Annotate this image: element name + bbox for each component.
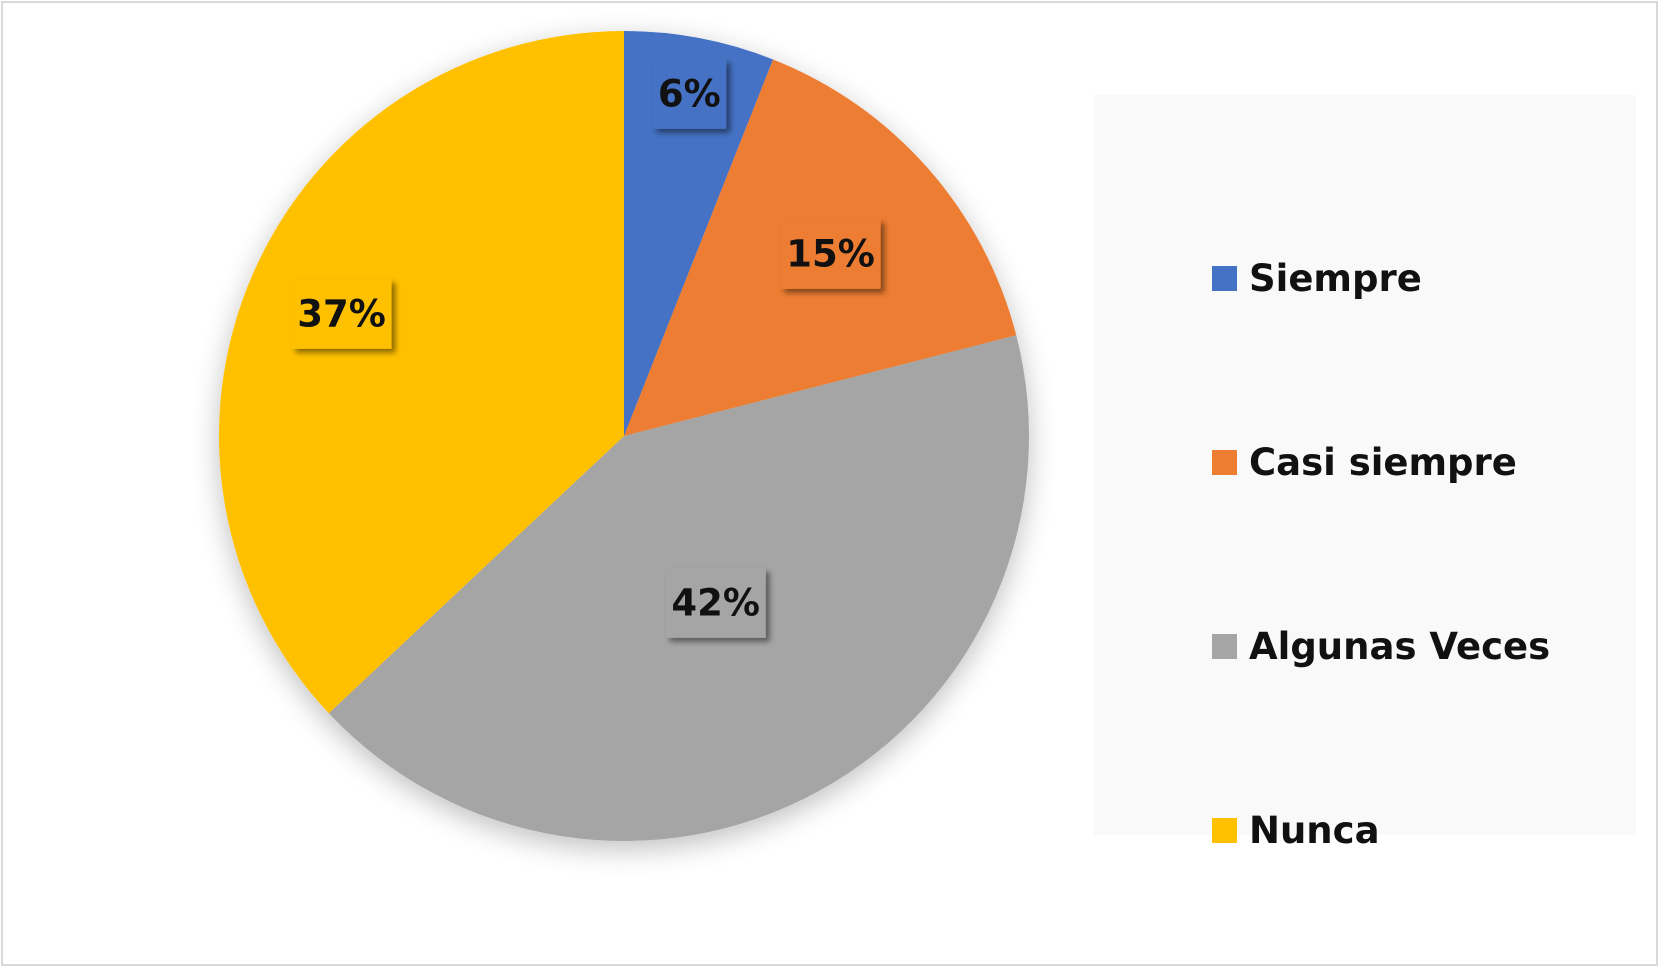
legend-swatch — [1212, 265, 1237, 291]
pie-data-labels: 6% 15% 42% 37% — [291, 58, 881, 638]
legend-swatch — [1212, 817, 1237, 843]
legend-label: Casi siempre — [1249, 440, 1517, 484]
data-label-nunca: 37% — [291, 278, 392, 349]
legend: Siempre Casi siempre Algunas Veces Nunca — [1094, 95, 1636, 852]
legend-swatch — [1212, 633, 1237, 659]
data-label-box — [665, 567, 766, 638]
data-label-text: 42% — [671, 581, 760, 624]
legend-label: Siempre — [1249, 256, 1422, 300]
data-label-box — [652, 58, 727, 129]
data-label-box — [291, 278, 392, 349]
pie-chart: 6% 15% 42% 37% — [219, 31, 1030, 842]
data-label-text: 15% — [786, 232, 875, 275]
legend-item-siempre: Siempre — [1212, 256, 1422, 300]
legend-label: Nunca — [1249, 808, 1380, 852]
data-label-algunas-veces: 42% — [665, 567, 766, 638]
data-label-siempre: 6% — [652, 58, 727, 129]
legend-item-algunas-veces: Algunas Veces — [1212, 624, 1551, 668]
data-label-text: 37% — [297, 292, 386, 335]
pie-slice-nunca — [219, 31, 624, 714]
legend-item-casi-siempre: Casi siempre — [1212, 440, 1517, 484]
pie-slice-siempre — [624, 31, 774, 436]
data-label-box — [780, 218, 881, 289]
legend-item-nunca: Nunca — [1212, 808, 1380, 852]
pie-slices — [219, 31, 1030, 842]
data-label-casi-siempre: 15% — [780, 218, 881, 289]
data-label-text: 6% — [658, 72, 721, 115]
legend-swatch — [1212, 449, 1237, 475]
legend-label: Algunas Veces — [1249, 624, 1551, 668]
